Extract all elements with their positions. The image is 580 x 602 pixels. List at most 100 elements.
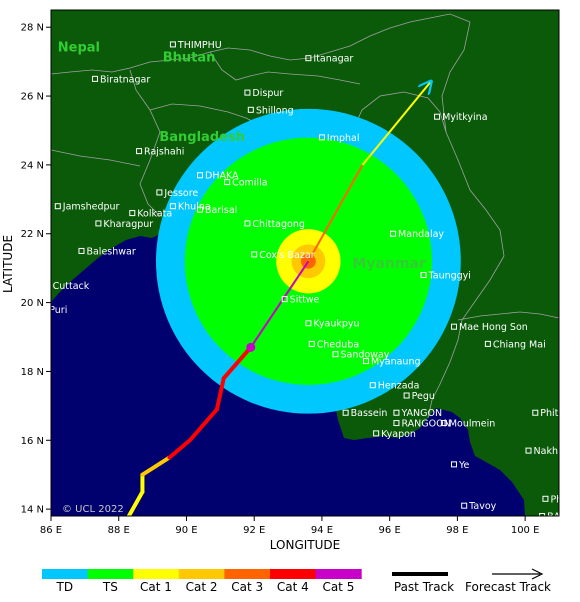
legend-category-label: TS (102, 580, 118, 594)
city-marker: YANGON (393, 408, 442, 419)
city-label: DHAKA (205, 171, 239, 182)
city-marker: Comilla (224, 178, 268, 189)
city-label: Kyaukpyu (313, 319, 359, 330)
city-marker: Mae Hong Son (451, 322, 528, 333)
city-label: Jamshedpur (62, 202, 120, 213)
y-tick-label: 24 N (21, 160, 44, 171)
city-square-icon (332, 351, 339, 358)
city-square-icon (92, 75, 99, 82)
city-marker: Phra Nakhon Si Ayutthaya (542, 494, 580, 505)
city-square-icon (393, 420, 400, 427)
city-square-icon (305, 320, 312, 327)
past-track-segment (167, 438, 192, 460)
city-marker: Baleshwar (78, 246, 136, 257)
city-marker: Myanaung (362, 357, 421, 368)
past-track-segment (187, 407, 219, 443)
city-marker: Jessore (156, 188, 198, 199)
city-square-icon (542, 495, 549, 502)
legend-category-label: TD (56, 580, 74, 594)
city-marker: Cuttack (53, 281, 90, 292)
city-label: Shillong (256, 105, 294, 116)
city-marker: Moulmein (440, 419, 495, 430)
city-square-icon (369, 382, 376, 389)
city-square-icon (362, 358, 369, 365)
city-label: Cheduba (317, 339, 359, 350)
city-square-icon (318, 134, 325, 141)
city-label: Kharagpur (103, 219, 153, 230)
city-label: Moulmein (449, 419, 495, 430)
city-label: Baleshwar (86, 246, 135, 257)
city-label: Mandalay (398, 229, 444, 240)
city-marker: Imphal (318, 133, 360, 144)
city-label: Ye (458, 460, 470, 471)
city-square-icon (403, 392, 410, 399)
city-square-icon (461, 502, 468, 509)
forecast-track-segment (307, 164, 364, 262)
city-marker: Jamshedpur (54, 202, 120, 213)
city-marker: Puri (49, 305, 67, 316)
city-square-icon (244, 220, 251, 227)
city-label: Khulna (178, 202, 211, 213)
city-label: Phra Nakhon Si Ayutthaya (550, 494, 580, 505)
city-marker: Sittwe (281, 295, 320, 306)
city-square-icon (247, 106, 254, 113)
city-marker: Myitkyina (434, 112, 488, 123)
city-label: Puri (49, 305, 67, 316)
city-square-icon (342, 409, 349, 416)
city-marker: Chittagong (244, 219, 305, 230)
y-tick-label: 22 N (21, 229, 44, 240)
x-tick-label: 94 E (311, 525, 333, 536)
legend-swatch (315, 569, 362, 579)
city-square-icon (95, 220, 102, 227)
city-square-icon (156, 189, 163, 196)
city-label: Henzada (378, 381, 420, 392)
legend-swatch (133, 569, 180, 579)
legend-category-label: Cat 4 (277, 580, 309, 594)
city-label: Jessore (163, 188, 198, 199)
y-tick-label: 16 N (21, 436, 44, 447)
track-lines (126, 82, 431, 516)
city-marker: DHAKA (197, 171, 239, 182)
city-square-icon (308, 340, 315, 347)
city-label: Bassein (351, 408, 388, 419)
city-square-icon (244, 89, 251, 96)
city-square-icon (169, 203, 176, 210)
city-square-icon (251, 251, 258, 258)
y-tick-label: 18 N (21, 367, 44, 378)
country-label: Bhutan (163, 51, 216, 66)
city-marker: Phitsanulok (532, 408, 580, 419)
forecast-track-label: Forecast Track (465, 580, 551, 594)
city-marker: Bassein (342, 408, 388, 419)
legend-category-label: Cat 5 (322, 580, 354, 594)
city-square-icon (390, 230, 397, 237)
axes: 86 E 88 E 90 E 92 E 94 E 96 E 98 E 100 E 28 N 26 … (21, 23, 540, 536)
y-axis-title: LATITUDE (1, 235, 15, 293)
city-label: Myitkyina (442, 112, 487, 123)
forecast-track-segment (361, 82, 431, 166)
legend-swatch (87, 569, 134, 579)
city-label: Phitsanulok (540, 408, 580, 419)
city-marker: Sandoway (332, 350, 390, 361)
y-tick-label: 14 N (21, 505, 44, 516)
city-label: Nakhon Sawan (534, 446, 580, 457)
legend-swatch (178, 569, 225, 579)
city-square-icon (169, 41, 176, 48)
legend-swatch (42, 569, 89, 579)
city-marker: Cox's Bazar (251, 250, 315, 261)
copyright-label: © UCL 2022 (62, 504, 124, 515)
y-tick-label: 20 N (21, 298, 44, 309)
city-label: Comilla (232, 178, 267, 189)
city-label: Taunggyi (428, 271, 471, 282)
city-square-icon (281, 296, 288, 303)
city-marker: Kolkata (129, 209, 172, 220)
city-square-icon (451, 461, 458, 468)
city-square-icon (525, 447, 532, 454)
city-marker: Khulna (169, 202, 211, 213)
city-square-icon (197, 172, 204, 179)
city-label: Pegu (412, 391, 435, 402)
city-label: Rajshahi (144, 147, 184, 158)
city-label: Dispur (252, 88, 283, 99)
city-marker: Henzada (369, 381, 420, 392)
land-borders (51, 13, 559, 419)
